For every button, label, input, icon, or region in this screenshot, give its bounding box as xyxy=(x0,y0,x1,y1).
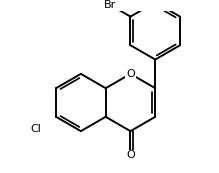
Text: Br: Br xyxy=(104,0,116,10)
Text: O: O xyxy=(126,151,135,161)
Text: O: O xyxy=(126,69,135,79)
Text: Cl: Cl xyxy=(30,124,41,134)
